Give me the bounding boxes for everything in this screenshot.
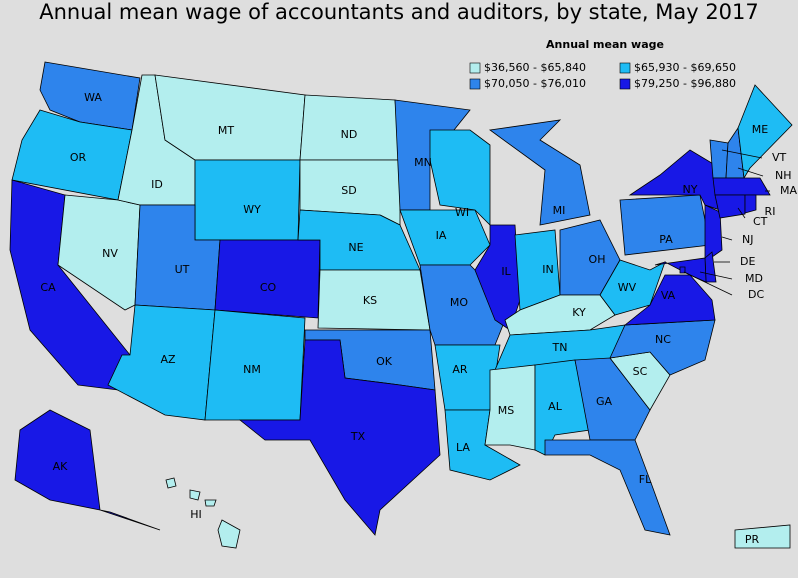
- state: [619, 194, 711, 256]
- state: [194, 159, 301, 241]
- state-label: CO: [260, 281, 277, 294]
- legend-swatch: [469, 78, 481, 90]
- state-label: PR: [745, 533, 760, 546]
- state-label: IN: [542, 263, 553, 276]
- state-label: KY: [572, 306, 586, 319]
- state-label: OH: [589, 253, 606, 266]
- state: [709, 139, 729, 179]
- state-label: FL: [639, 473, 652, 486]
- states: [9, 61, 793, 549]
- state: [679, 266, 686, 274]
- state-label: VA: [661, 289, 676, 302]
- state-label: NM: [243, 363, 261, 376]
- state-label: NE: [348, 241, 363, 254]
- state-label: NV: [102, 247, 118, 260]
- state: [704, 204, 723, 263]
- state-label: WY: [243, 203, 261, 216]
- state-label: VT: [772, 151, 787, 164]
- state-label: AR: [452, 363, 468, 376]
- state-label: SD: [341, 184, 356, 197]
- leader-line: [721, 236, 733, 241]
- legend-swatch: [469, 62, 481, 74]
- state-label: ND: [341, 128, 358, 141]
- state: [214, 239, 321, 319]
- leader-line: [721, 149, 763, 159]
- state-label: AZ: [160, 353, 176, 366]
- state-label: NY: [683, 183, 698, 196]
- state: [544, 439, 671, 536]
- state-label: LA: [456, 441, 470, 454]
- state: [399, 209, 491, 266]
- map-title: Annual mean wage of accountants and audi…: [39, 0, 759, 24]
- state-label: ME: [752, 123, 768, 136]
- state-label: TN: [552, 341, 568, 354]
- legend-swatch: [619, 62, 631, 74]
- state-label: WI: [455, 206, 469, 219]
- state-label: NJ: [742, 233, 753, 246]
- state-label: WA: [84, 91, 102, 104]
- state-label: SC: [633, 365, 648, 378]
- state-label: DE: [740, 255, 755, 268]
- state-label: GA: [596, 395, 613, 408]
- state-label: PA: [659, 233, 673, 246]
- state-label: WV: [618, 281, 637, 294]
- state: [574, 357, 651, 441]
- legend-label: $70,050 - $76,010: [484, 77, 586, 90]
- state: [488, 119, 591, 226]
- state: [14, 409, 161, 531]
- state-label: MO: [450, 296, 468, 309]
- state-label: CA: [40, 281, 56, 294]
- state-label: MA: [780, 184, 797, 197]
- state-label: MD: [745, 272, 763, 285]
- leader-line: [737, 167, 764, 177]
- state-label: UT: [175, 263, 190, 276]
- leader-line: [683, 271, 733, 296]
- legend: $36,560 - $65,840 $65,930 - $69,650 $70,05…: [469, 61, 736, 90]
- state-labels: WA OR CA NV ID MT WY UT CO AZ NM ND SD NE KS OK TX MN IA MO…: [40, 91, 797, 546]
- state: [165, 477, 241, 549]
- state-label: OK: [376, 355, 393, 368]
- state-label: DC: [748, 288, 764, 301]
- state-label: MI: [553, 204, 566, 217]
- state-label: AL: [548, 400, 563, 413]
- state-label: MN: [414, 156, 432, 169]
- state: [734, 524, 791, 549]
- leader-line: [737, 207, 746, 219]
- state-label: AK: [53, 460, 69, 473]
- state: [712, 177, 771, 196]
- legend-label: $36,560 - $65,840: [484, 61, 586, 74]
- state-label: MS: [498, 404, 514, 417]
- state-label: IL: [501, 265, 511, 278]
- legend-swatch: [619, 78, 631, 90]
- state-label: HI: [190, 508, 202, 521]
- state: [238, 339, 441, 536]
- state-label: ID: [151, 178, 163, 191]
- state-label: TX: [350, 430, 366, 443]
- state-label: NC: [655, 333, 671, 346]
- state-label: IA: [436, 229, 447, 242]
- state-label: KS: [363, 294, 377, 307]
- state-label: RI: [765, 205, 776, 218]
- state: [429, 129, 491, 226]
- legend-title: Annual mean wage: [546, 38, 664, 51]
- state-label: NH: [775, 169, 792, 182]
- state-label: CT: [753, 215, 768, 228]
- leader-line: [699, 271, 733, 280]
- legend-label: $79,250 - $96,880: [634, 77, 736, 90]
- state-label: OR: [70, 151, 87, 164]
- state: [714, 194, 746, 219]
- state-label: MT: [218, 124, 234, 137]
- state: [744, 194, 757, 214]
- legend-label: $65,930 - $69,650: [634, 61, 736, 74]
